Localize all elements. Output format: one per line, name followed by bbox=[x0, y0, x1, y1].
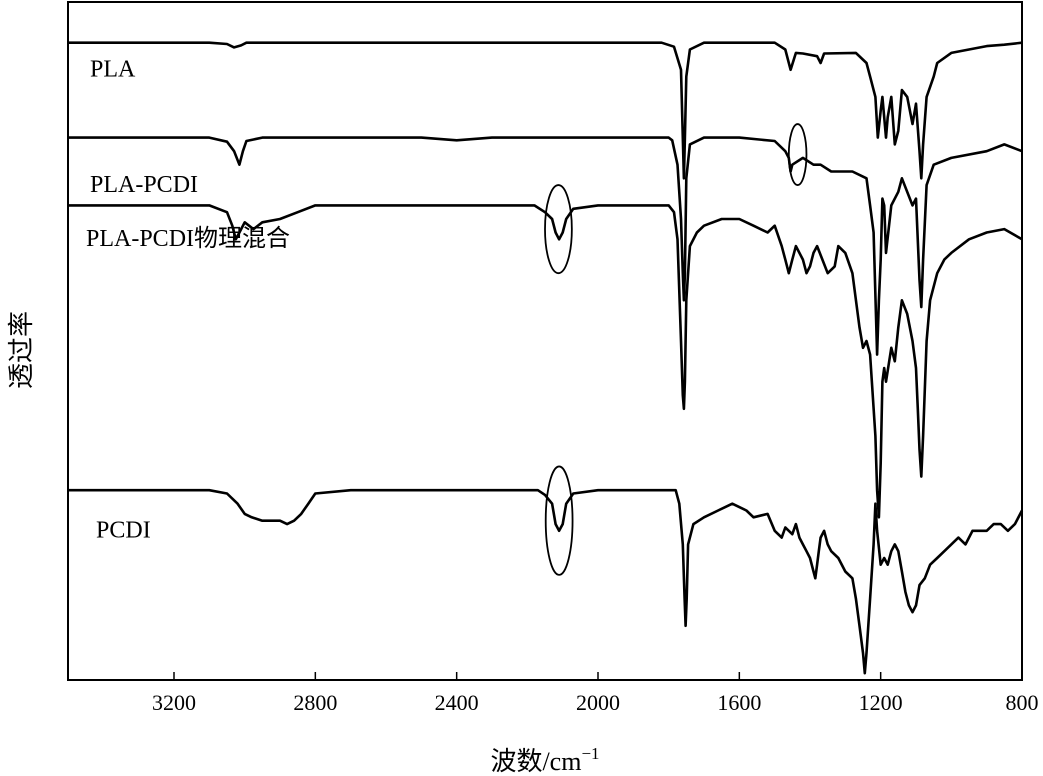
highlight-ellipse-2 bbox=[544, 184, 573, 275]
series-label-pla-pcdi: PLA-PCDI bbox=[90, 172, 198, 198]
x-tick-label-1200: 1200 bbox=[859, 690, 903, 715]
highlight-ellipse-3 bbox=[544, 465, 574, 576]
y-axis-title: 透过率 bbox=[7, 311, 36, 389]
series-label-pcdi: PCDI bbox=[96, 518, 151, 544]
spectra-lines bbox=[68, 41, 1024, 675]
x-axis-title: 波数/cm−1 bbox=[490, 744, 599, 776]
x-tick-label-1600: 1600 bbox=[717, 690, 761, 715]
spectrum-line-pla bbox=[68, 41, 1023, 180]
x-axis-ticks bbox=[173, 672, 1023, 680]
x-tick-label-2400: 2400 bbox=[435, 690, 479, 715]
series-label-pla: PLA bbox=[90, 57, 136, 83]
plot-frame bbox=[67, 1, 1023, 681]
annotation-markers bbox=[544, 123, 808, 576]
x-axis-tick-labels: 3200 2800 2400 2000 1600 1200 800 bbox=[152, 690, 1039, 715]
spectrum-line-pla-pcdi bbox=[68, 204, 1023, 519]
spectrum-line-pcdi bbox=[68, 488, 1024, 675]
spectrum-line-pla-pcdi bbox=[68, 136, 1023, 356]
x-tick-label-3200: 3200 bbox=[152, 690, 196, 715]
highlight-ellipse-1 bbox=[787, 123, 808, 186]
x-tick-label-800: 800 bbox=[1006, 690, 1039, 715]
series-labels: PLA PLA-PCDI PLA-PCDI物理混合 PCDI bbox=[86, 57, 290, 544]
x-tick-label-2800: 2800 bbox=[293, 690, 337, 715]
x-tick-label-2000: 2000 bbox=[576, 690, 620, 715]
series-label-pla-pcdi: PLA-PCDI物理混合 bbox=[86, 225, 290, 252]
